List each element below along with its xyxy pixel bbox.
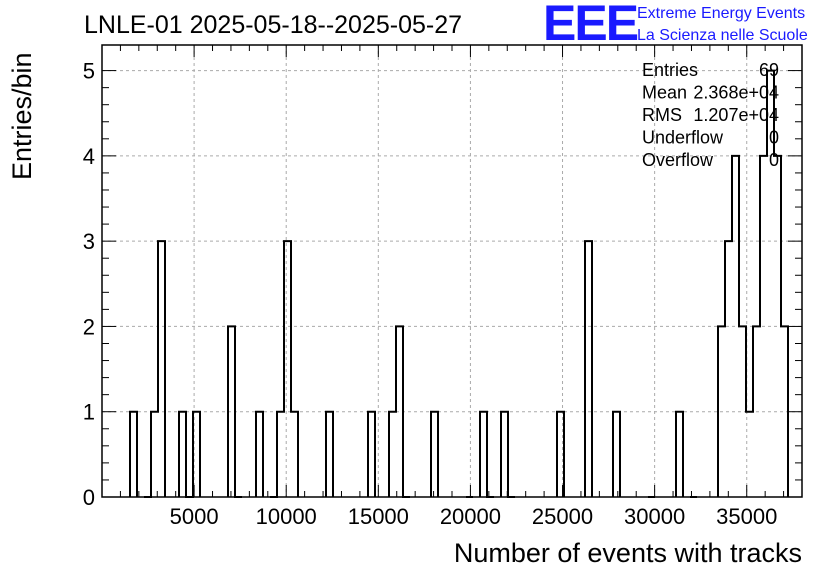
stats-box: Entries 69 Mean 2.368e+04 RMS 1.207e+04 Underf…	[642, 60, 779, 170]
x-tick-label: 25000	[532, 504, 593, 529]
y-axis-label: Entries/bin	[7, 52, 37, 180]
eee-logo-mark: EEE	[543, 0, 638, 51]
chart-title: LNLE-01 2025-05-18--2025-05-27	[84, 11, 462, 39]
eee-logo-line2: La Scienza nelle Scuole	[637, 27, 808, 44]
x-tick-label: 10000	[256, 504, 317, 529]
histogram-bin	[676, 412, 683, 497]
y-tick-label: 4	[83, 144, 95, 169]
y-tick-label: 3	[83, 229, 95, 254]
histogram-bin	[158, 241, 165, 497]
histogram-bin	[326, 412, 333, 497]
eee-logo-line1: Extreme Energy Events	[637, 5, 805, 22]
histogram-bin	[277, 412, 284, 497]
x-tick-label: 15000	[348, 504, 409, 529]
histogram-bin	[179, 412, 186, 497]
x-axis-label: Number of events with tracks	[454, 538, 802, 568]
stats-label: Underflow	[642, 128, 724, 148]
y-tick-label: 0	[83, 485, 95, 510]
histogram-bin	[284, 241, 291, 497]
x-tick-label: 5000	[170, 504, 219, 529]
stats-value: 1.207e+04	[693, 105, 779, 125]
stats-label: Overflow	[642, 150, 714, 170]
histogram-bin	[151, 412, 158, 497]
histogram-bin	[480, 412, 487, 497]
stats-value: 0	[769, 128, 779, 148]
histogram-bin	[725, 241, 732, 497]
stats-label: Mean	[642, 83, 687, 103]
stats-value: 0	[769, 150, 779, 170]
eee-logo: EEE Extreme Energy Events La Scienza nel…	[543, 0, 808, 51]
histogram-bin	[389, 412, 396, 497]
histogram-bin	[501, 412, 508, 497]
histogram-bin	[613, 412, 620, 497]
x-tick-label: 30000	[624, 504, 685, 529]
x-tick-label: 35000	[716, 504, 777, 529]
stats-value: 2.368e+04	[693, 83, 779, 103]
histogram-bin	[585, 241, 592, 497]
x-tick-label: 20000	[440, 504, 501, 529]
axis-ticks: 5000 10000 15000 20000 25000 30000 35000 0 1 2 3 4 5	[83, 45, 803, 529]
stats-value: 69	[759, 60, 779, 80]
histogram-bin	[130, 412, 137, 497]
histogram-bin	[368, 412, 375, 497]
stats-label: Entries	[642, 60, 698, 80]
histogram-bin	[256, 412, 263, 497]
histogram-bin	[291, 412, 298, 497]
stats-label: RMS	[642, 105, 682, 125]
histogram-bin	[431, 412, 438, 497]
y-tick-label: 1	[83, 400, 95, 425]
y-tick-label: 5	[83, 59, 95, 84]
y-tick-label: 2	[83, 314, 95, 339]
grid-lines	[102, 45, 802, 497]
